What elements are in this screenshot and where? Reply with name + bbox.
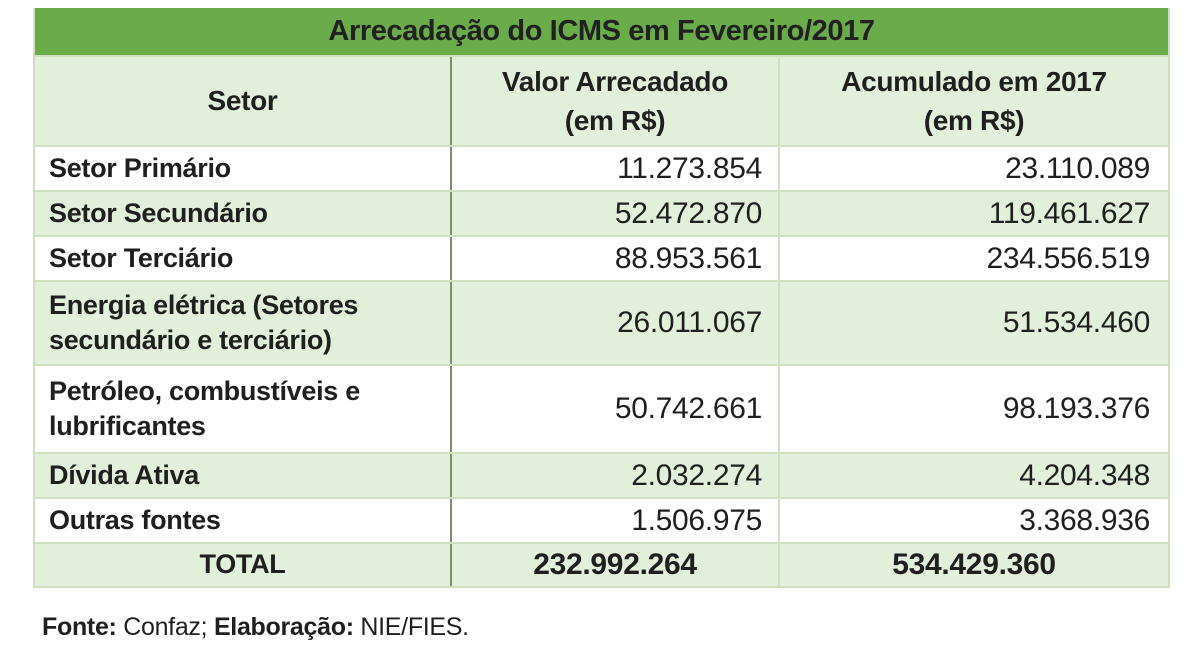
valor-value: 2.032.274 — [631, 458, 762, 492]
source-footnote: Fonte: Confaz; Elaboração: NIE/FIES. — [42, 613, 469, 642]
fonte-label: Fonte: — [42, 613, 117, 641]
total-acumulado-value: 534.429.360 — [892, 548, 1056, 581]
fonte-value: Confaz; — [116, 613, 214, 641]
acumulado-value: 51.534.460 — [1002, 306, 1150, 339]
sector-name-cell: Petróleo, combustíveis e lubrificantes — [35, 366, 450, 452]
valor-value: 26.011.067 — [617, 306, 762, 339]
sector-name: Dívida Ativa — [49, 459, 199, 490]
sector-name-cell: Dívida Ativa — [35, 454, 450, 497]
sector-name-cell: Setor Terciário — [35, 237, 450, 280]
valor-value: 11.273.854 — [617, 151, 762, 185]
table-row-setor-terciario: Setor Terciário 88.953.561 234.556.519 — [35, 235, 1168, 280]
table-row-petroleo: Petróleo, combustíveis e lubrificantes 5… — [35, 364, 1168, 452]
table-total-row: TOTAL 232.992.264 534.429.360 — [35, 542, 1168, 586]
total-valor-cell: 232.992.264 — [450, 544, 778, 586]
acumulado-value: 4.204.348 — [1019, 458, 1150, 492]
sector-name: Petróleo, combustíveis e lubrificantes — [49, 375, 360, 441]
table-title: Arrecadação do ICMS em Fevereiro/2017 — [35, 8, 1168, 55]
acumulado-cell: 234.556.519 — [778, 237, 1168, 280]
column-header-acumulado-label: Acumulado em 2017 (em R$) — [841, 65, 1107, 136]
acumulado-value: 234.556.519 — [986, 241, 1150, 275]
column-header-setor: Setor — [35, 57, 450, 145]
valor-cell: 50.742.661 — [450, 366, 778, 452]
sector-name-cell: Setor Secundário — [35, 192, 450, 235]
table-row-energia-eletrica: Energia elétrica (Setores secundário e t… — [35, 280, 1168, 364]
table-row-setor-primario: Setor Primário 11.273.854 23.110.089 — [35, 145, 1168, 190]
acumulado-value: 119.461.627 — [988, 196, 1151, 230]
acumulado-cell: 119.461.627 — [778, 192, 1168, 235]
column-header-acumulado: Acumulado em 2017 (em R$) — [778, 57, 1168, 145]
total-valor-value: 232.992.264 — [533, 548, 697, 581]
table-row-divida-ativa: Dívida Ativa 2.032.274 4.204.348 — [35, 452, 1168, 497]
valor-cell: 2.032.274 — [450, 454, 778, 497]
acumulado-value: 3.368.936 — [1019, 503, 1150, 537]
valor-cell: 26.011.067 — [450, 282, 778, 364]
acumulado-value: 98.193.376 — [1002, 392, 1150, 425]
total-acumulado-cell: 534.429.360 — [778, 544, 1168, 586]
icms-collection-table: Arrecadação do ICMS em Fevereiro/2017 Se… — [33, 8, 1170, 588]
table-header-row: Setor Valor Arrecadado (em R$) Acumulado… — [35, 55, 1168, 145]
sector-name: Setor Terciário — [49, 242, 234, 273]
acumulado-value: 23.110.089 — [1005, 151, 1150, 185]
valor-value: 52.472.870 — [614, 196, 762, 230]
valor-value: 1.506.975 — [631, 503, 762, 537]
valor-cell: 1.506.975 — [450, 499, 778, 542]
column-header-setor-label: Setor — [207, 84, 278, 116]
sector-name-cell: Energia elétrica (Setores secundário e t… — [35, 282, 450, 364]
sector-name-cell: Setor Primário — [35, 147, 450, 190]
sector-name-cell: Outras fontes — [35, 499, 450, 542]
elaboracao-value: NIE/FIES. — [353, 613, 469, 641]
valor-value: 88.953.561 — [614, 241, 762, 275]
elaboracao-label: Elaboração: — [213, 613, 354, 641]
table-row-outras-fontes: Outras fontes 1.506.975 3.368.936 — [35, 497, 1168, 542]
sector-name: Outras fontes — [49, 504, 221, 535]
acumulado-cell: 3.368.936 — [778, 499, 1168, 542]
sector-name: Setor Secundário — [49, 197, 268, 228]
total-label-cell: TOTAL — [35, 544, 450, 586]
sector-name: Setor Primário — [49, 152, 231, 183]
table-row-setor-secundario: Setor Secundário 52.472.870 119.461.627 — [35, 190, 1168, 235]
total-label: TOTAL — [199, 549, 286, 580]
column-header-valor: Valor Arrecadado (em R$) — [450, 57, 778, 145]
valor-value: 50.742.661 — [614, 392, 762, 425]
acumulado-cell: 23.110.089 — [778, 147, 1168, 190]
acumulado-cell: 4.204.348 — [778, 454, 1168, 497]
sector-name: Energia elétrica (Setores secundário e t… — [49, 289, 359, 355]
column-header-valor-label: Valor Arrecadado (em R$) — [501, 65, 729, 136]
valor-cell: 88.953.561 — [450, 237, 778, 280]
acumulado-cell: 51.534.460 — [778, 282, 1168, 364]
valor-cell: 52.472.870 — [450, 192, 778, 235]
valor-cell: 11.273.854 — [450, 147, 778, 190]
acumulado-cell: 98.193.376 — [778, 366, 1168, 452]
